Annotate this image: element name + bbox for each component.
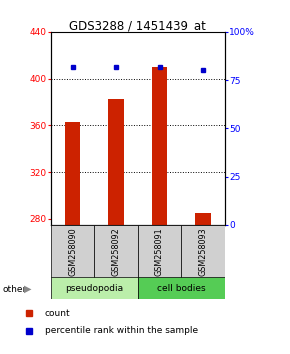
Bar: [138, 277, 225, 299]
Text: GDS3288 / 1451439_at: GDS3288 / 1451439_at: [69, 19, 206, 32]
Bar: [138, 225, 181, 278]
Bar: [181, 225, 225, 278]
Text: GSM258093: GSM258093: [198, 227, 208, 276]
Bar: [195, 213, 211, 225]
Bar: [51, 225, 94, 278]
Text: ▶: ▶: [24, 284, 31, 294]
Bar: [65, 122, 80, 225]
Text: GSM258091: GSM258091: [155, 227, 164, 276]
Text: cell bodies: cell bodies: [157, 284, 206, 293]
Bar: [94, 225, 138, 278]
Bar: [51, 277, 138, 299]
Bar: [152, 67, 167, 225]
Text: other: other: [3, 285, 27, 294]
Text: pseudopodia: pseudopodia: [65, 284, 123, 293]
Text: GSM258090: GSM258090: [68, 227, 77, 276]
Text: percentile rank within the sample: percentile rank within the sample: [45, 326, 198, 336]
Text: GSM258092: GSM258092: [111, 227, 121, 276]
Text: count: count: [45, 309, 70, 318]
Bar: [108, 98, 124, 225]
